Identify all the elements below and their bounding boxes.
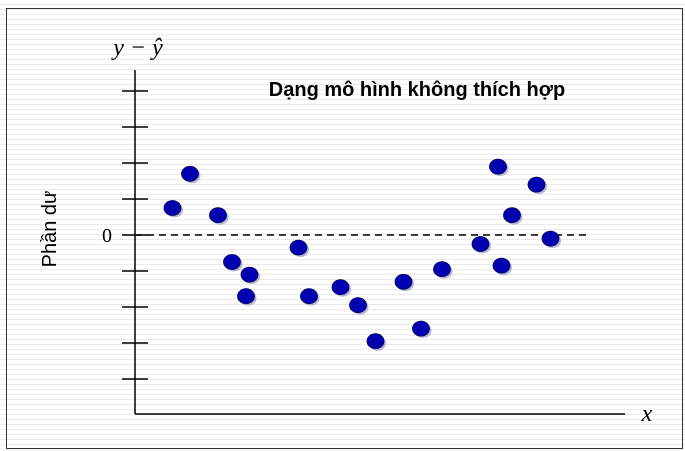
data-point [240, 266, 259, 283]
data-point [503, 207, 521, 224]
data-point [433, 261, 451, 278]
data-point [471, 236, 490, 252]
data-point [349, 297, 367, 314]
axes [122, 70, 625, 415]
data-points [163, 158, 561, 351]
data-point [163, 200, 182, 216]
data-point [366, 333, 385, 350]
data-point [394, 273, 413, 290]
slide-border [6, 8, 683, 449]
data-point [209, 207, 227, 224]
data-point [237, 288, 255, 305]
data-point [289, 239, 308, 256]
data-point [412, 320, 430, 337]
data-point [527, 176, 546, 193]
y-tick-label-zero: 0 [102, 225, 112, 247]
data-point [181, 165, 199, 182]
data-point [489, 158, 507, 175]
data-point [541, 230, 560, 247]
data-point [223, 254, 241, 270]
data-point [300, 288, 318, 305]
data-point [492, 257, 511, 274]
data-point [331, 279, 350, 296]
x-axis-math-label: x [641, 401, 653, 427]
chart-title: Dạng mô hình không thích hợp [269, 79, 565, 101]
y-axis-label: Phần dư [39, 191, 61, 268]
y-axis-math-label: y − ŷ [111, 35, 163, 61]
